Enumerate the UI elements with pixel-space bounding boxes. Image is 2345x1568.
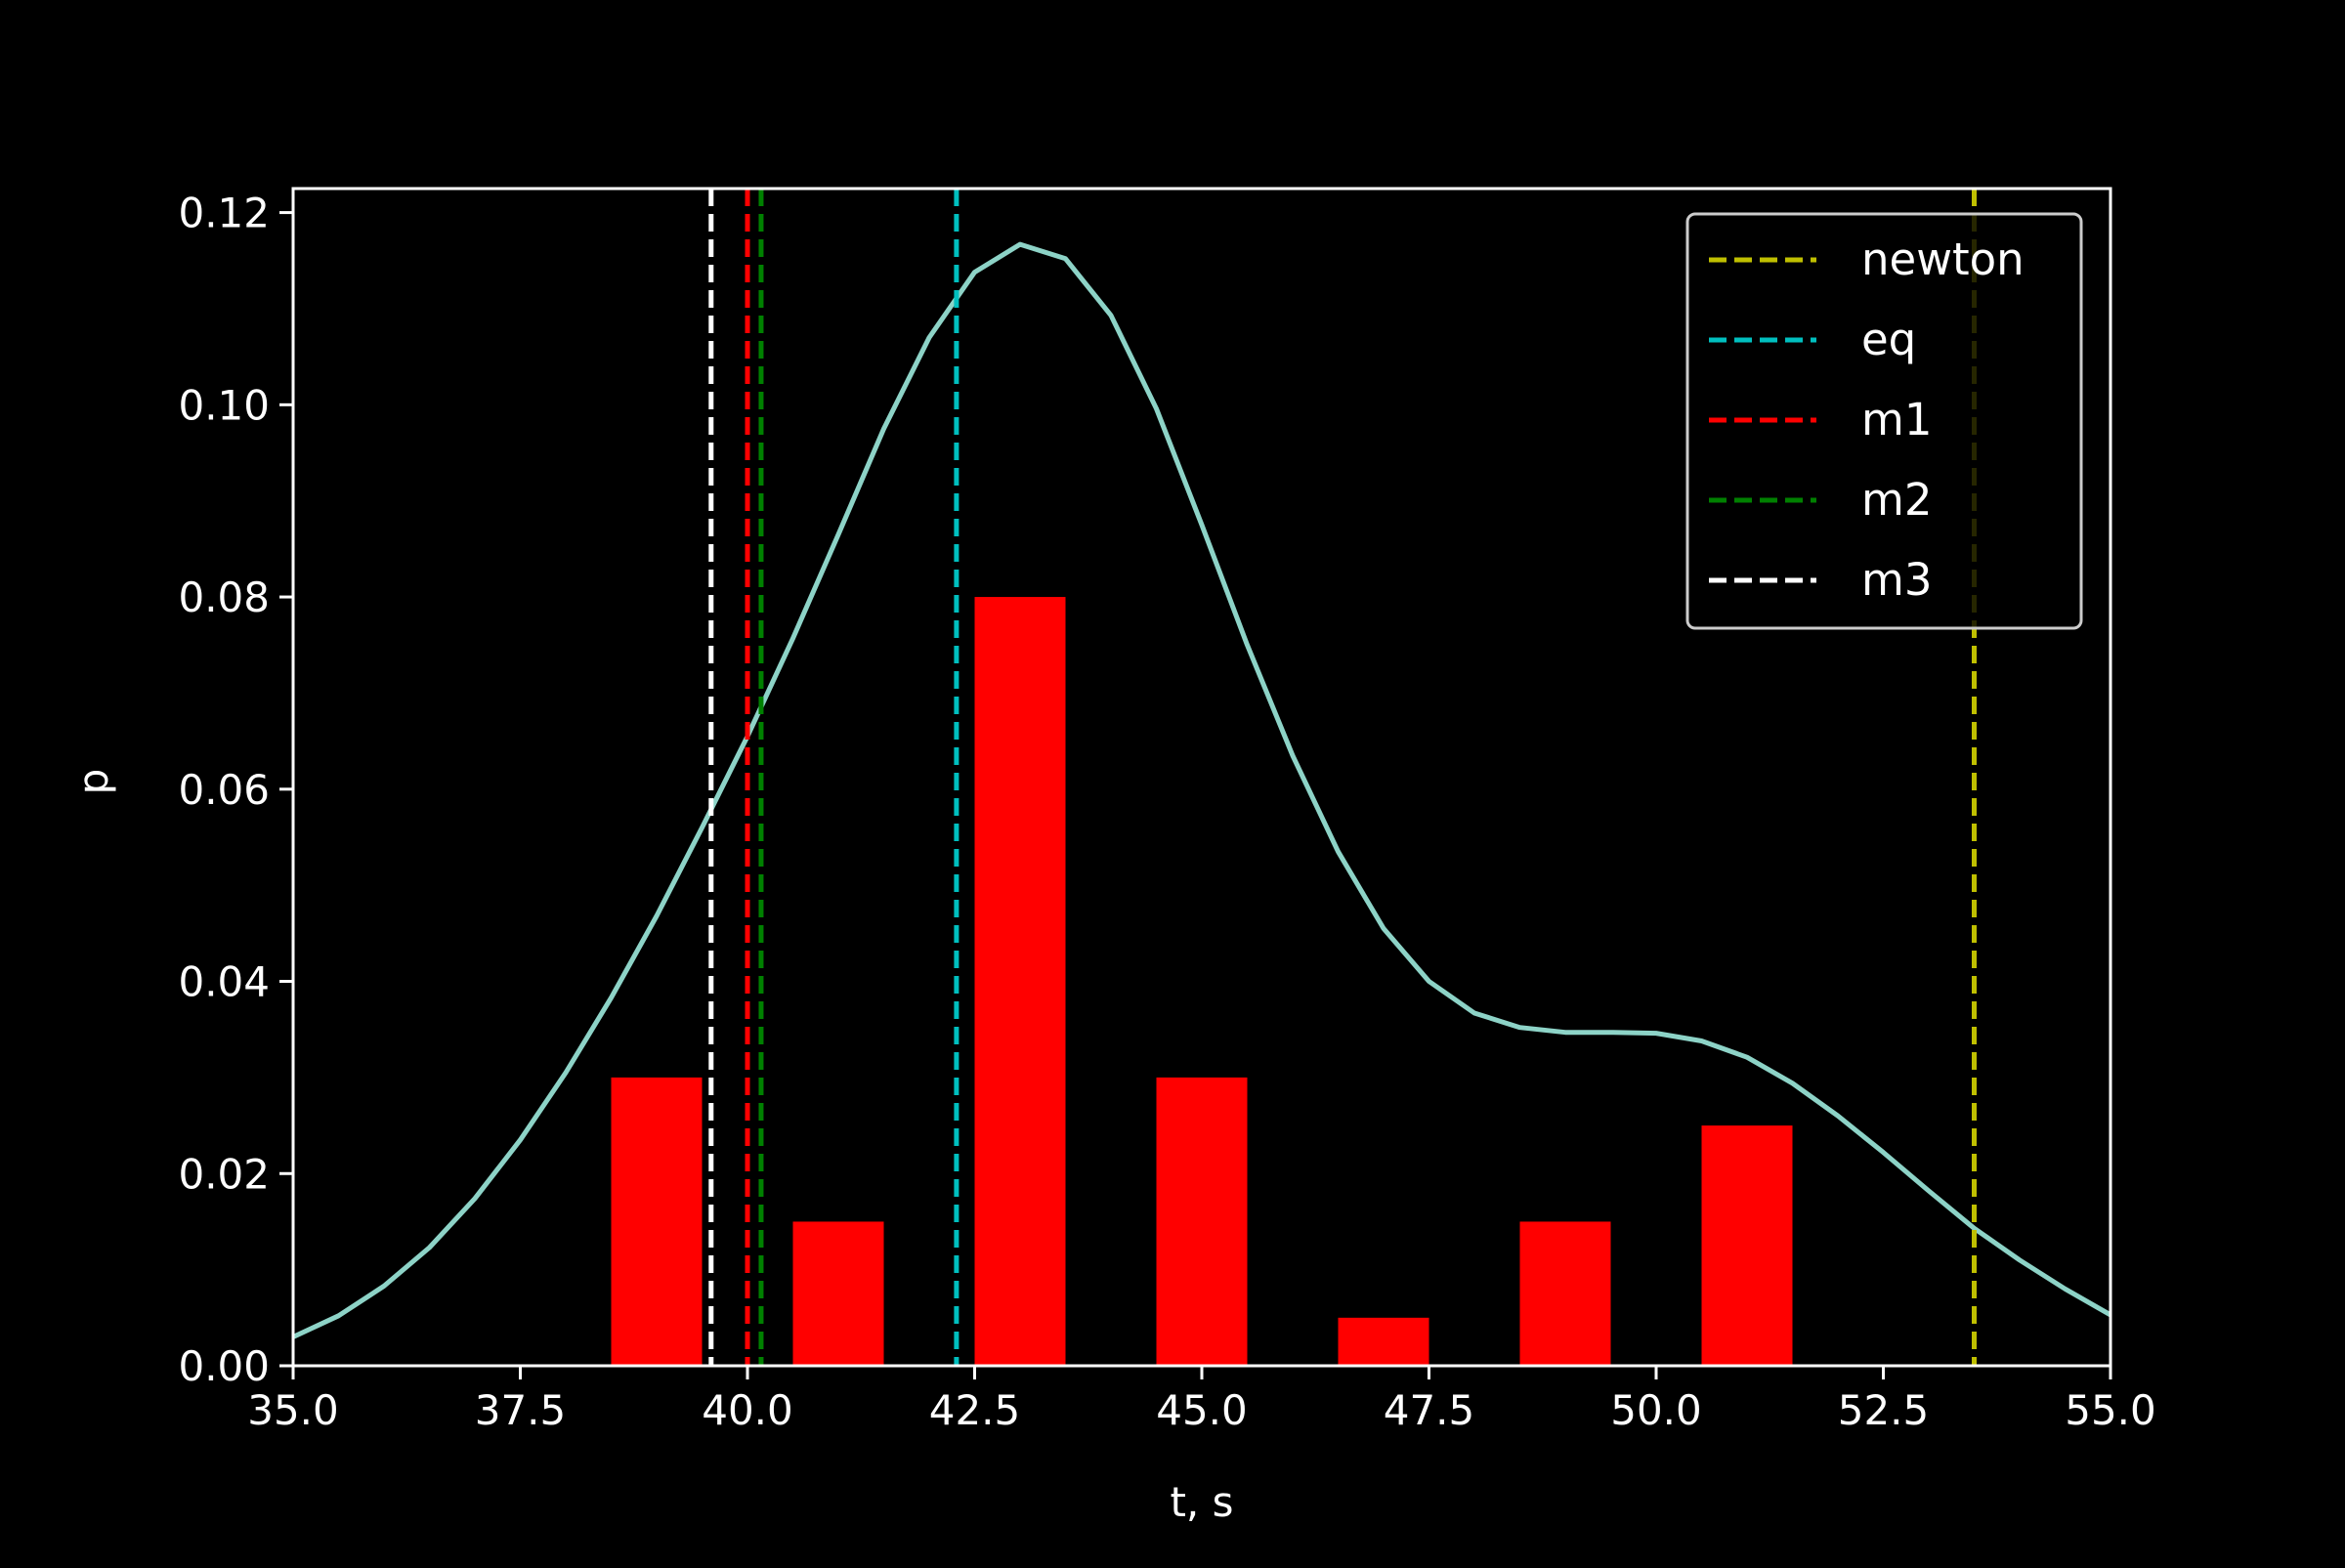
y-tick-label: 0.12 bbox=[178, 190, 270, 237]
x-tick-label: 35.0 bbox=[247, 1386, 339, 1434]
axes: 35.0 37.5 40.0 42.5 45.0 47.5 50.0 52.5 55.0 0.00… bbox=[178, 187, 2156, 1434]
x-tick-label: 47.5 bbox=[1384, 1386, 1475, 1434]
legend-label-newton: newton bbox=[1861, 233, 2025, 285]
y-tick-label: 0.06 bbox=[178, 766, 270, 814]
x-tick-label: 52.5 bbox=[1838, 1386, 1930, 1434]
y-tick-label: 0.00 bbox=[178, 1342, 270, 1390]
y-axis-label: p bbox=[69, 769, 117, 795]
legend: newton eq m1 m2 m3 bbox=[1685, 212, 2083, 630]
x-tick-label: 50.0 bbox=[1610, 1386, 1702, 1434]
plot-area bbox=[291, 189, 2112, 1366]
histogram-bar-4 bbox=[1156, 1077, 1248, 1366]
legend-label-m1: m1 bbox=[1861, 394, 1932, 445]
x-tick-label: 37.5 bbox=[475, 1386, 567, 1434]
legend-label-m2: m2 bbox=[1861, 474, 1932, 526]
y-tick-label: 0.08 bbox=[178, 573, 270, 621]
histogram-bar-3 bbox=[974, 597, 1066, 1366]
density-curve bbox=[291, 241, 2112, 1339]
histogram-bar-2 bbox=[792, 1221, 884, 1366]
histogram-bar-7 bbox=[1701, 1125, 1793, 1366]
legend-label-eq: eq bbox=[1861, 314, 1916, 365]
y-tick-label: 0.04 bbox=[178, 958, 270, 1006]
x-tick-label: 40.0 bbox=[702, 1386, 793, 1434]
x-tick-label: 55.0 bbox=[2065, 1386, 2156, 1434]
y-tick-label: 0.10 bbox=[178, 381, 270, 429]
histogram-bar-5 bbox=[1338, 1317, 1429, 1366]
y-tick-label: 0.02 bbox=[178, 1150, 270, 1198]
x-tick-label: 42.5 bbox=[929, 1386, 1021, 1434]
histogram-bar-1 bbox=[611, 1077, 703, 1366]
legend-label-m3: m3 bbox=[1861, 554, 1932, 606]
histogram-bar-6 bbox=[1519, 1221, 1611, 1366]
legend-box bbox=[1685, 212, 2083, 630]
x-axis-label: t, s bbox=[1170, 1478, 1233, 1526]
x-tick-label: 45.0 bbox=[1156, 1386, 1248, 1434]
